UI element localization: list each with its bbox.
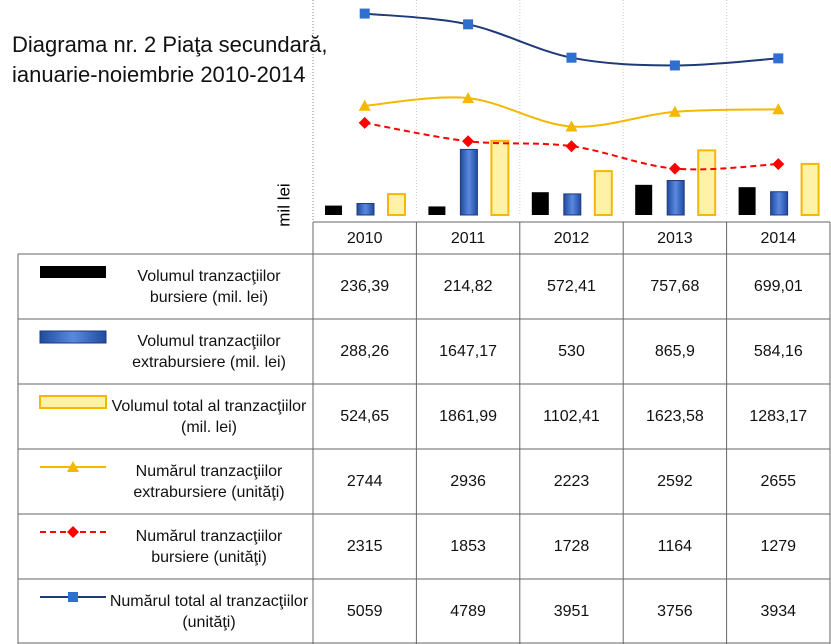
marker <box>772 103 785 115</box>
table-value: 1102,41 <box>543 408 600 425</box>
marker <box>67 526 79 538</box>
table-value: 5059 <box>346 603 383 620</box>
table-value: 530 <box>558 343 585 360</box>
table-value: 3934 <box>760 603 797 620</box>
bar <box>770 191 789 216</box>
bar <box>531 192 549 215</box>
x-tick-label: 2014 <box>760 229 797 247</box>
chart-title: Diagrama nr. 2 Piaţa secundară, ianuarie… <box>12 32 328 87</box>
table-value: 2655 <box>760 473 797 490</box>
bar <box>387 193 406 216</box>
x-tick-label: 2010 <box>346 229 383 247</box>
bar <box>459 148 478 216</box>
bar <box>325 205 342 215</box>
table-value: 1164 <box>657 538 693 555</box>
x-tick-label: 2011 <box>450 229 486 247</box>
bar <box>635 184 653 215</box>
table-value: 524,65 <box>340 408 390 425</box>
bar <box>666 180 685 216</box>
bar <box>697 149 717 216</box>
bar <box>428 206 446 215</box>
table-value: 1279 <box>760 538 797 555</box>
table-value: 1647,17 <box>439 343 497 360</box>
bar <box>356 203 375 216</box>
marker <box>68 592 78 602</box>
marker <box>358 99 371 111</box>
table-value: 757,68 <box>650 278 700 295</box>
table-value: 584,16 <box>753 343 803 360</box>
table-value: 1728 <box>553 538 590 555</box>
marker <box>463 19 474 30</box>
table-value: 2223 <box>553 473 590 490</box>
table-value: 699,01 <box>753 278 803 295</box>
x-tick-label: 2012 <box>553 229 590 247</box>
line <box>364 121 779 171</box>
marker <box>359 8 370 19</box>
legend-swatch <box>39 330 107 344</box>
table-value: 4789 <box>450 603 486 620</box>
table-value: 865,9 <box>654 343 695 360</box>
table-value: 3756 <box>657 603 693 620</box>
table-value: 1861,99 <box>439 408 497 425</box>
marker <box>358 116 371 129</box>
table-value: 236,39 <box>340 278 390 295</box>
marker <box>669 60 680 71</box>
bar <box>593 170 613 216</box>
marker <box>565 140 578 153</box>
table-value: 2315 <box>346 538 383 555</box>
table-value: 2936 <box>450 473 486 490</box>
table-value: 1283,17 <box>749 408 808 425</box>
bar <box>800 162 820 216</box>
table-value: 2592 <box>657 473 693 490</box>
legend-label: Numărul tranzacţiilor bursiere (unităţi) <box>135 527 283 566</box>
table-value: 288,26 <box>340 343 390 360</box>
marker <box>773 53 784 64</box>
x-tick-label: 2013 <box>657 229 693 247</box>
legend-label: Volumul total al tranzacţiilor (mil. lei… <box>111 397 307 436</box>
legend-swatch <box>39 395 107 409</box>
legend-label: Numărul total al tranzacţiilor (unităţi) <box>109 592 309 631</box>
plot <box>325 0 820 216</box>
bar <box>490 139 510 216</box>
table-value: 3951 <box>553 603 590 620</box>
marker <box>668 105 681 117</box>
legend-swatch <box>40 266 106 278</box>
table-value: 1623,58 <box>645 408 704 425</box>
marker <box>462 92 475 104</box>
table-value: 2744 <box>346 473 383 490</box>
marker <box>668 162 681 175</box>
marker <box>67 461 79 472</box>
bar <box>563 193 582 216</box>
marker <box>565 120 578 132</box>
legend-label: Numărul tranzacţiilor extrabursiere (uni… <box>133 462 285 501</box>
table-value: 214,82 <box>443 278 493 295</box>
marker <box>462 135 475 148</box>
marker <box>772 158 785 171</box>
table-value: 1853 <box>450 538 486 555</box>
y-axis-label: mil lei <box>274 183 293 226</box>
legend-label: Volumul tranzacţiilor bursiere (mil. lei… <box>137 267 281 306</box>
bar <box>738 187 756 215</box>
legend-label: Volumul tranzacţiilor extrabursiere (mil… <box>132 332 286 371</box>
table-value: 572,41 <box>547 278 596 295</box>
marker <box>566 52 577 63</box>
